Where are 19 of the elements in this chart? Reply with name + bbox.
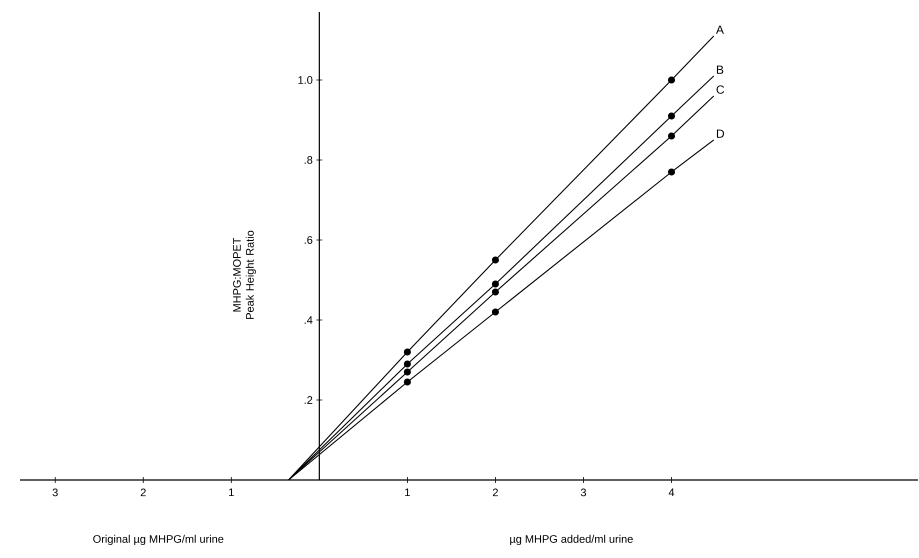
series-label: B	[716, 66, 724, 74]
x-axis-title: µg MHPG added/ml urine	[510, 534, 633, 546]
x-tick-label: 3	[580, 488, 586, 496]
y-axis-title: MHPG:MOPET Peak Height Ratio	[233, 230, 256, 319]
y-tick-label: 1.0	[298, 76, 312, 84]
x-tick-label: 1	[405, 488, 410, 496]
y-tick-label: .6	[304, 236, 312, 244]
series-label: D	[716, 130, 724, 138]
y-tick-label: .4	[304, 316, 312, 324]
x-tick-label: 2	[492, 488, 498, 496]
y-tick-label: .2	[304, 396, 312, 404]
series-label: C	[716, 85, 724, 94]
y-tick-label: .8	[304, 156, 312, 164]
x-tick-label: 4	[668, 488, 674, 496]
x-tick-label: 2	[140, 488, 146, 496]
x-tick-label: 1	[229, 488, 234, 496]
x-tick-label: 3	[52, 488, 58, 496]
text: Original µg MHPG/ml urine	[93, 534, 224, 546]
series-label: A	[716, 26, 724, 34]
